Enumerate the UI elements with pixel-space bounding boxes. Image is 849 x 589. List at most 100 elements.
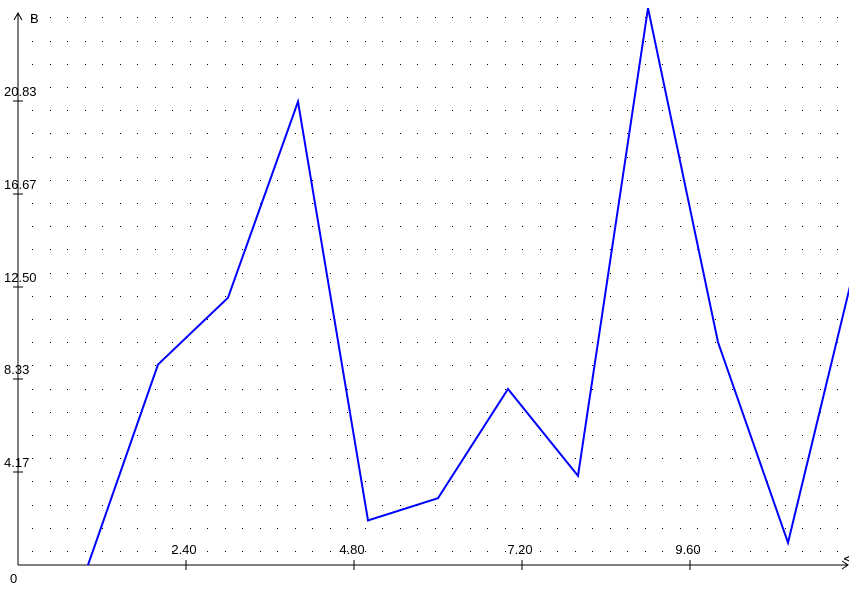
grid-dot (382, 319, 383, 320)
grid-dot (242, 273, 243, 274)
grid-dot (172, 203, 173, 204)
series-group (87, 7, 849, 566)
grid-dot (207, 157, 208, 158)
y-tick-label: 16.67 (4, 177, 37, 192)
grid-dot (662, 342, 663, 343)
grid-dot (365, 64, 366, 65)
grid-dot (540, 435, 541, 436)
grid-dot (365, 41, 366, 42)
grid-dot (312, 528, 313, 529)
grid-dot (697, 435, 698, 436)
grid-dot (137, 64, 138, 65)
grid-dot (242, 64, 243, 65)
grid-dot (680, 17, 681, 18)
grid-dot (382, 17, 383, 18)
grid-dot (435, 17, 436, 18)
grid-dot (295, 481, 296, 482)
grid-dot (330, 505, 331, 506)
grid-dot (67, 458, 68, 459)
grid-dot (312, 319, 313, 320)
grid-dot (295, 389, 296, 390)
grid-dot (557, 273, 558, 274)
grid-dot (592, 505, 593, 506)
grid-dot (172, 133, 173, 134)
grid-dot (120, 412, 121, 413)
grid-dot (452, 389, 453, 390)
grid-dot (85, 64, 86, 65)
grid-dot (767, 249, 768, 250)
y-axis-arrow (13, 11, 23, 21)
grid-dot (750, 180, 751, 181)
grid-dot (627, 458, 628, 459)
grid-dot (330, 17, 331, 18)
grid-dot (820, 273, 821, 274)
grid-dot (522, 226, 523, 227)
grid-dot (242, 226, 243, 227)
grid-dot (732, 412, 733, 413)
grid-dot (400, 435, 401, 436)
grid-dot (155, 273, 156, 274)
grid-dot (680, 528, 681, 529)
grid-dot (645, 458, 646, 459)
grid-dot (540, 342, 541, 343)
grid-dot (32, 505, 33, 506)
grid-dot (627, 41, 628, 42)
grid-dot (715, 110, 716, 111)
grid-dot (522, 110, 523, 111)
grid-dot (172, 319, 173, 320)
grid-dot (487, 389, 488, 390)
grid-dot (522, 180, 523, 181)
grid-dot (347, 64, 348, 65)
grid-dot (155, 87, 156, 88)
grid-dot (522, 389, 523, 390)
grid-dot (400, 412, 401, 413)
grid-dot (785, 41, 786, 42)
x-tick-label: 9.60 (675, 542, 700, 557)
grid-dot (330, 342, 331, 343)
grid-dot (610, 435, 611, 436)
grid-dot (365, 249, 366, 250)
grid-dot (435, 226, 436, 227)
grid-dot (102, 110, 103, 111)
grid-dot (312, 226, 313, 227)
grid-dot (820, 319, 821, 320)
grid-dot (767, 180, 768, 181)
grid-dot (347, 435, 348, 436)
grid-dot (277, 296, 278, 297)
grid-dot (627, 296, 628, 297)
grid-dot (85, 551, 86, 552)
grid-dot (697, 551, 698, 552)
grid-dot (382, 133, 383, 134)
grid-dot (452, 505, 453, 506)
grid-dot (767, 551, 768, 552)
grid-dot (295, 528, 296, 529)
grid-dot (505, 273, 506, 274)
grid-dot (137, 319, 138, 320)
grid-dot (382, 412, 383, 413)
grid-dot (330, 87, 331, 88)
grid-dot (190, 319, 191, 320)
grid-dot (330, 481, 331, 482)
grid-dot (470, 41, 471, 42)
grid-dot (820, 157, 821, 158)
grid-dot (312, 481, 313, 482)
grid-dot (120, 365, 121, 366)
grid-dot (67, 551, 68, 552)
grid-dot (627, 203, 628, 204)
grid-dot (820, 249, 821, 250)
grid-dot (802, 412, 803, 413)
grid-dot (277, 110, 278, 111)
grid-dot (67, 296, 68, 297)
grid-dot (207, 273, 208, 274)
grid-dot (505, 342, 506, 343)
grid-dot (505, 435, 506, 436)
grid-dot (242, 458, 243, 459)
grid-dot (522, 435, 523, 436)
grid-dot (400, 87, 401, 88)
grid-dot (750, 481, 751, 482)
grid-dot (715, 41, 716, 42)
grid-dot (820, 296, 821, 297)
grid-dot (452, 133, 453, 134)
grid-dot (820, 17, 821, 18)
grid-dot (452, 41, 453, 42)
